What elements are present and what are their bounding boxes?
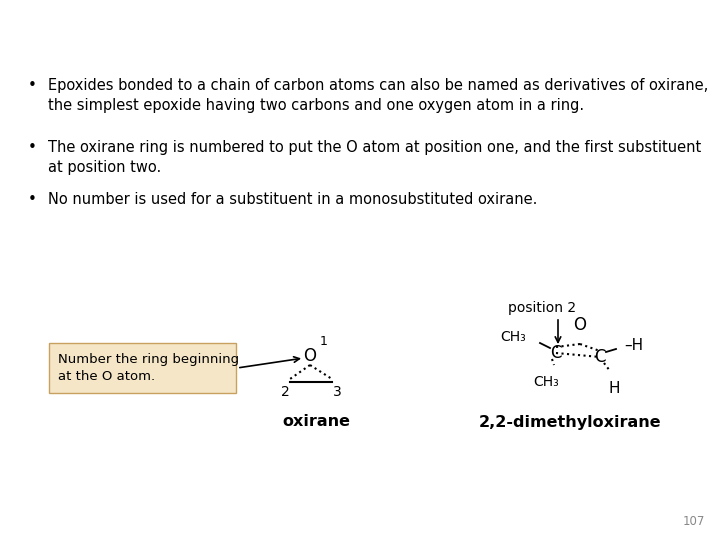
Text: No number is used for a substituent in a monosubstituted oxirane.: No number is used for a substituent in a… xyxy=(48,192,537,207)
Text: Number the ring beginning
at the O atom.: Number the ring beginning at the O atom. xyxy=(58,353,239,383)
Text: O: O xyxy=(574,316,587,334)
Text: •: • xyxy=(28,140,37,155)
FancyBboxPatch shape xyxy=(49,343,236,393)
Text: O: O xyxy=(304,347,317,365)
Text: C: C xyxy=(550,344,562,362)
Text: H: H xyxy=(608,381,620,396)
Text: position 2: position 2 xyxy=(508,301,576,315)
Text: The oxirane ring is numbered to put the O atom at position one, and the first su: The oxirane ring is numbered to put the … xyxy=(48,140,701,176)
Text: –H: –H xyxy=(624,338,643,353)
Text: C: C xyxy=(594,348,606,366)
Text: •: • xyxy=(28,192,37,207)
Text: Epoxides bonded to a chain of carbon atoms can also be named as derivatives of o: Epoxides bonded to a chain of carbon ato… xyxy=(48,78,708,113)
Text: •: • xyxy=(28,78,37,93)
Text: 1: 1 xyxy=(320,335,328,348)
Text: 2,2-dimethyloxirane: 2,2-dimethyloxirane xyxy=(479,415,661,429)
Text: CH₃: CH₃ xyxy=(533,375,559,389)
Text: 3: 3 xyxy=(333,385,341,399)
Text: CH₃: CH₃ xyxy=(500,330,526,344)
Text: oxirane: oxirane xyxy=(282,415,350,429)
Text: 2: 2 xyxy=(281,385,289,399)
Text: 107: 107 xyxy=(683,515,705,528)
